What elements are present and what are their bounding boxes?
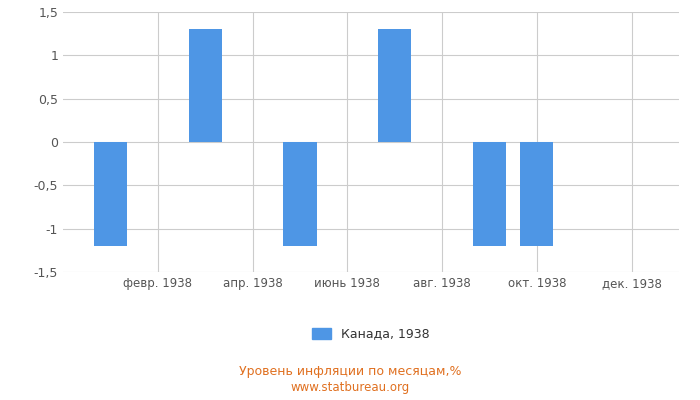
Text: www.statbureau.org: www.statbureau.org <box>290 382 410 394</box>
Bar <box>520 142 554 246</box>
Bar <box>284 142 316 246</box>
Bar <box>378 29 412 142</box>
Bar <box>188 29 222 142</box>
Legend: Канада, 1938: Канада, 1938 <box>307 322 435 346</box>
Text: Уровень инфляции по месяцам,%: Уровень инфляции по месяцам,% <box>239 366 461 378</box>
Bar <box>94 142 127 246</box>
Bar <box>473 142 506 246</box>
